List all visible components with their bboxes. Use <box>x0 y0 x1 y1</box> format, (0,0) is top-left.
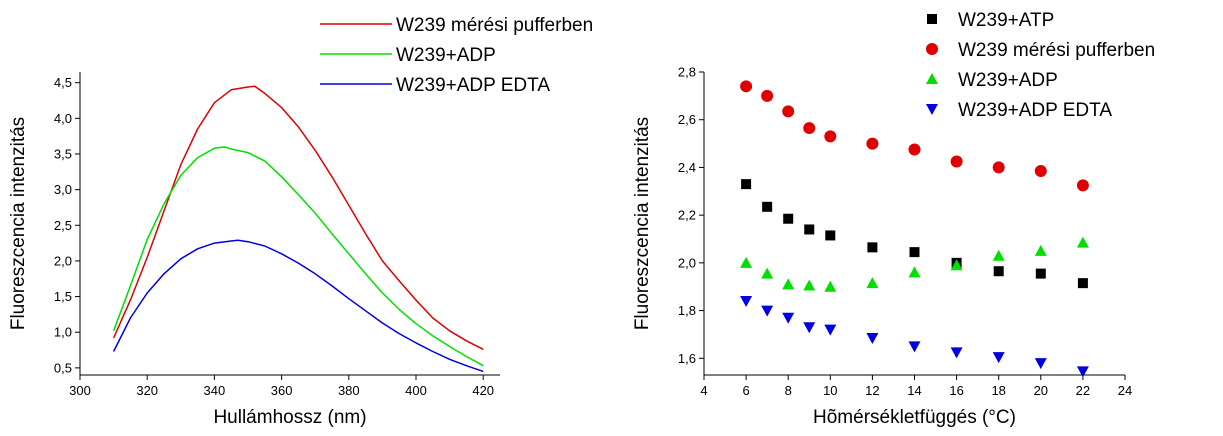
y-tick-label: 4,5 <box>54 75 72 90</box>
legend-label: W239 mérési pufferben <box>396 15 593 36</box>
data-point <box>866 277 879 289</box>
y-tick-label: 2,5 <box>54 218 72 233</box>
data-point <box>740 256 753 268</box>
data-point <box>1076 236 1089 248</box>
x-tick-label: 340 <box>204 383 226 398</box>
x-tick-label: 24 <box>1118 383 1132 398</box>
y-axis-title: Fluoreszcencia intenzitás <box>632 117 653 330</box>
data-point <box>1034 358 1047 370</box>
data-point <box>908 266 921 278</box>
data-point <box>761 305 774 317</box>
data-point <box>1076 366 1089 378</box>
data-point <box>824 130 837 143</box>
data-point <box>992 352 1005 364</box>
x-tick-label: 16 <box>949 383 963 398</box>
x-tick-label: 18 <box>991 383 1005 398</box>
x-axis-title: Hõmérsékletfüggés (°C) <box>813 407 1016 428</box>
data-point <box>783 213 794 224</box>
legend-label: W239+ADP EDTA <box>958 100 1112 121</box>
data-point <box>1077 278 1088 289</box>
legend-marker-0 <box>927 14 937 24</box>
data-point <box>867 242 878 253</box>
data-point <box>993 266 1004 277</box>
x-tick-label: 300 <box>69 383 91 398</box>
series-line-2 <box>112 239 484 373</box>
x-axis-title: Hullámhossz (nm) <box>213 407 366 428</box>
data-point <box>803 122 816 135</box>
series-line-0 <box>112 85 484 350</box>
y-tick-label: 1,6 <box>678 351 696 366</box>
data-point <box>866 137 879 150</box>
y-tick-label: 2,4 <box>678 160 696 175</box>
x-tick-label: 10 <box>823 383 837 398</box>
data-point <box>761 89 774 102</box>
y-tick-label: 2,0 <box>678 255 696 270</box>
legend-marker-2 <box>926 73 938 84</box>
legend-label: W239+ATP <box>958 10 1054 31</box>
temperature-chart: 4 6 8 10 12 14 16 18 20 22 24 1,6 1,8 2,0 2,2 2,4 2,6 2,8… <box>632 10 1155 428</box>
legend-marker-3 <box>926 104 938 115</box>
legend-label: W239+ADP <box>396 45 496 66</box>
data-point <box>762 201 773 212</box>
legend-label: W239+ADP <box>958 70 1058 91</box>
y-tick-label: 2,8 <box>678 65 696 80</box>
y-tick-label: 2,6 <box>678 112 696 127</box>
y-tick-label: 3,5 <box>54 146 72 161</box>
series-line-1 <box>112 146 484 367</box>
legend-label: W239+ADP EDTA <box>396 75 550 96</box>
x-tick-label: 320 <box>136 383 158 398</box>
data-point <box>908 341 921 353</box>
y-tick-label: 2,0 <box>54 253 72 268</box>
data-point <box>782 312 795 324</box>
data-point <box>824 280 837 292</box>
y-axis-title: Fluoreszcencia intenzitás <box>8 117 29 330</box>
data-point <box>992 249 1005 261</box>
y-tick-label: 4,0 <box>54 111 72 126</box>
data-point <box>866 333 879 345</box>
data-point <box>950 259 963 271</box>
x-tick-label: 14 <box>907 383 921 398</box>
x-tick-label: 12 <box>865 383 879 398</box>
data-point <box>803 279 816 291</box>
data-point <box>740 80 753 93</box>
x-tick-label: 380 <box>338 383 360 398</box>
x-tick-label: 4 <box>700 383 707 398</box>
legend-label: W239 mérési pufferben <box>958 40 1155 61</box>
data-point <box>950 347 963 359</box>
data-point <box>741 179 752 190</box>
data-point <box>761 267 774 279</box>
data-point <box>1034 244 1047 256</box>
data-point <box>909 247 920 258</box>
x-tick-label: 8 <box>785 383 792 398</box>
data-point <box>740 296 753 308</box>
legend-marker-1 <box>926 43 938 55</box>
data-point <box>950 155 963 168</box>
y-tick-label: 1,8 <box>678 303 696 318</box>
data-point <box>803 322 816 334</box>
x-tick-label: 360 <box>271 383 293 398</box>
y-tick-label: 1,0 <box>54 325 72 340</box>
data-point <box>782 105 795 118</box>
data-point <box>908 143 921 156</box>
y-tick-label: 3,0 <box>54 182 72 197</box>
x-tick-label: 6 <box>742 383 749 398</box>
x-tick-label: 20 <box>1034 383 1048 398</box>
data-point <box>992 161 1005 174</box>
y-tick-label: 1,5 <box>54 289 72 304</box>
data-point <box>782 278 795 290</box>
x-tick-label: 400 <box>405 383 427 398</box>
data-point <box>1035 268 1046 279</box>
y-tick-label: 2,2 <box>678 208 696 223</box>
data-point <box>804 224 815 235</box>
data-point <box>824 324 837 336</box>
data-point <box>825 230 836 241</box>
x-tick-label: 22 <box>1076 383 1090 398</box>
data-point <box>1076 179 1089 192</box>
data-point <box>1034 165 1047 178</box>
x-tick-label: 420 <box>472 383 494 398</box>
spectrum-chart: 300 320 340 360 380 400 420 0,5 1,0 1,5 2,0 2,5 3,0 3… <box>8 15 593 428</box>
y-tick-label: 0,5 <box>54 360 72 375</box>
